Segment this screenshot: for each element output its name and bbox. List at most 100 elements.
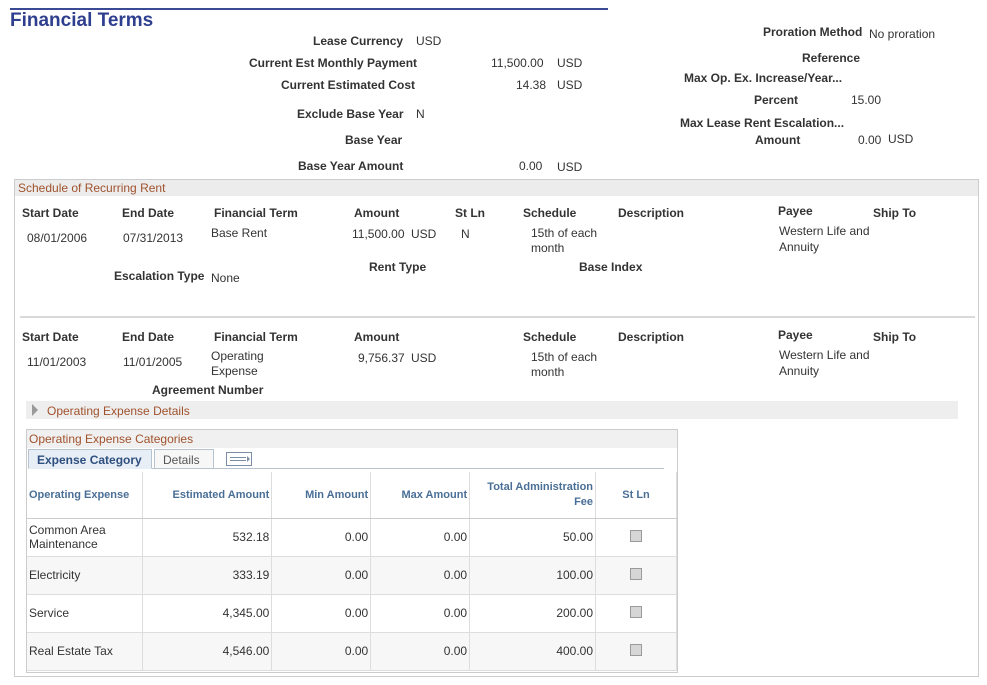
ship-to-label: Ship To bbox=[873, 330, 917, 344]
agreement-number-label: Agreement Number bbox=[152, 383, 264, 397]
escalation-amount-value: 0.00 bbox=[858, 133, 882, 147]
end-date-label: End Date bbox=[122, 206, 175, 220]
schedule-label: Schedule bbox=[523, 330, 577, 344]
start-date-value: 11/01/2003 bbox=[27, 355, 87, 369]
percent-label: Percent bbox=[754, 93, 799, 107]
start-date-label: Start Date bbox=[22, 206, 79, 220]
payee-value-line2: Annuity bbox=[779, 364, 820, 378]
base-year-amount-value: 0.00 bbox=[519, 159, 543, 173]
table-row: Electricity 333.19 0.00 0.00 100.00 bbox=[27, 556, 677, 595]
min-amount: 0.00 bbox=[271, 518, 372, 557]
financial-term-label: Financial Term bbox=[214, 330, 298, 344]
stln-cell bbox=[595, 632, 677, 671]
admin-fee: 50.00 bbox=[469, 518, 597, 557]
end-date-value: 07/31/2013 bbox=[123, 231, 184, 245]
page-title: Financial Terms bbox=[10, 10, 154, 31]
escalation-type-value: None bbox=[211, 271, 240, 285]
expense-categories-title: Operating Expense Categories bbox=[29, 432, 194, 446]
proration-method-value: No proration bbox=[869, 27, 936, 41]
title-rule bbox=[10, 8, 608, 10]
checkbox-icon bbox=[630, 605, 643, 618]
min-amount: 0.00 bbox=[271, 632, 372, 671]
amount-label: Amount bbox=[354, 206, 400, 220]
base-index-label: Base Index bbox=[579, 260, 643, 274]
stln-label: St Ln bbox=[455, 206, 485, 220]
estimated-amount: 333.19 bbox=[142, 556, 273, 595]
schedule-value-line2: month bbox=[531, 365, 565, 379]
start-date-label: Start Date bbox=[22, 330, 79, 344]
financial-term-value-line1: Operating bbox=[211, 349, 264, 363]
reference-label: Reference bbox=[802, 51, 861, 65]
operating-expense-details-link[interactable]: Operating Expense Details bbox=[47, 404, 190, 418]
exclude-base-year-value: N bbox=[416, 107, 425, 121]
financial-term-label: Financial Term bbox=[214, 206, 298, 220]
schedule-value-line1: 15th of each bbox=[531, 350, 598, 364]
admin-fee: 200.00 bbox=[469, 594, 597, 633]
tab-details[interactable]: Details bbox=[154, 449, 214, 469]
stln-cell bbox=[595, 556, 677, 595]
estimated-amount: 532.18 bbox=[142, 518, 273, 557]
expense-name-line2: Maintenance bbox=[29, 537, 98, 551]
start-date-value: 08/01/2006 bbox=[27, 231, 88, 245]
view-all-icon-arrow bbox=[247, 456, 250, 462]
base-year-label: Base Year bbox=[345, 133, 403, 147]
min-amount: 0.00 bbox=[271, 556, 372, 595]
expense-name: Service bbox=[27, 594, 144, 633]
percent-value: 15.00 bbox=[851, 93, 882, 107]
admin-fee: 100.00 bbox=[469, 556, 597, 595]
rent-type-label: Rent Type bbox=[369, 260, 427, 274]
payee-label: Payee bbox=[778, 204, 813, 218]
financial-term-value: Base Rent bbox=[211, 226, 268, 240]
schedule-value-line2: month bbox=[531, 241, 565, 255]
admin-fee: 400.00 bbox=[469, 632, 597, 671]
expense-name: Real Estate Tax bbox=[27, 632, 144, 671]
table-row: Service 4,345.00 0.00 0.00 200.00 bbox=[27, 594, 677, 633]
column-header-stln[interactable]: St Ln bbox=[595, 472, 677, 519]
amount-currency: USD bbox=[411, 227, 437, 241]
expense-name: Common Area bbox=[29, 523, 106, 537]
base-year-amount-currency: USD bbox=[557, 160, 583, 174]
max-amount: 0.00 bbox=[370, 518, 471, 557]
escalation-amount-label: Amount bbox=[755, 133, 801, 147]
max-amount: 0.00 bbox=[370, 594, 471, 633]
exclude-base-year-label: Exclude Base Year bbox=[297, 107, 404, 121]
amount-value: 11,500.00 bbox=[352, 227, 405, 241]
stln-value: N bbox=[461, 227, 470, 241]
max-amount: 0.00 bbox=[370, 632, 471, 671]
end-date-value: 11/01/2005 bbox=[123, 355, 183, 369]
max-opex-increase-label: Max Op. Ex. Increase/Year... bbox=[684, 71, 843, 85]
estimated-amount: 4,546.00 bbox=[142, 632, 273, 671]
table-row: Real Estate Tax 4,546.00 0.00 0.00 400.0… bbox=[27, 632, 677, 671]
description-label: Description bbox=[618, 206, 685, 220]
payee-value-line1: Western Life and bbox=[779, 224, 870, 238]
max-lease-rent-escalation-label: Max Lease Rent Escalation... bbox=[680, 116, 845, 130]
column-header-estimated-amount[interactable]: Estimated Amount bbox=[142, 472, 273, 519]
estimated-cost-value: 14.38 bbox=[516, 78, 547, 92]
view-all-icon-line bbox=[230, 457, 246, 458]
column-header-min-amount[interactable]: Min Amount bbox=[271, 472, 372, 519]
operating-expense-details-bar[interactable] bbox=[26, 401, 958, 419]
lease-currency-label: Lease Currency bbox=[313, 34, 404, 48]
schedule-label: Schedule bbox=[523, 206, 577, 220]
min-amount: 0.00 bbox=[271, 594, 372, 633]
end-date-label: End Date bbox=[122, 330, 175, 344]
estimated-cost-label: Current Estimated Cost bbox=[281, 78, 416, 92]
payee-label: Payee bbox=[778, 328, 813, 342]
financial-term-value-line2: Expense bbox=[211, 364, 258, 378]
max-amount: 0.00 bbox=[370, 556, 471, 595]
tab-expense-category[interactable]: Expense Category bbox=[28, 449, 152, 469]
row-divider bbox=[20, 316, 975, 318]
payee-value-line2: Annuity bbox=[779, 240, 820, 254]
schedule-value-line1: 15th of each bbox=[531, 226, 598, 240]
expense-categories-grid bbox=[26, 429, 678, 673]
view-all-icon[interactable] bbox=[226, 452, 252, 466]
expand-arrow-icon[interactable] bbox=[32, 404, 38, 416]
column-header-max-amount[interactable]: Max Amount bbox=[370, 472, 471, 519]
column-header-operating-expense[interactable]: Operating Expense bbox=[27, 472, 144, 519]
column-header-total-admin-fee[interactable]: Total Administration Fee bbox=[469, 472, 597, 519]
base-year-amount-label: Base Year Amount bbox=[298, 159, 404, 173]
estimated-amount: 4,345.00 bbox=[142, 594, 273, 633]
view-all-icon-line bbox=[230, 460, 246, 461]
ship-to-label: Ship To bbox=[873, 206, 917, 220]
expense-categories-header bbox=[27, 430, 677, 448]
